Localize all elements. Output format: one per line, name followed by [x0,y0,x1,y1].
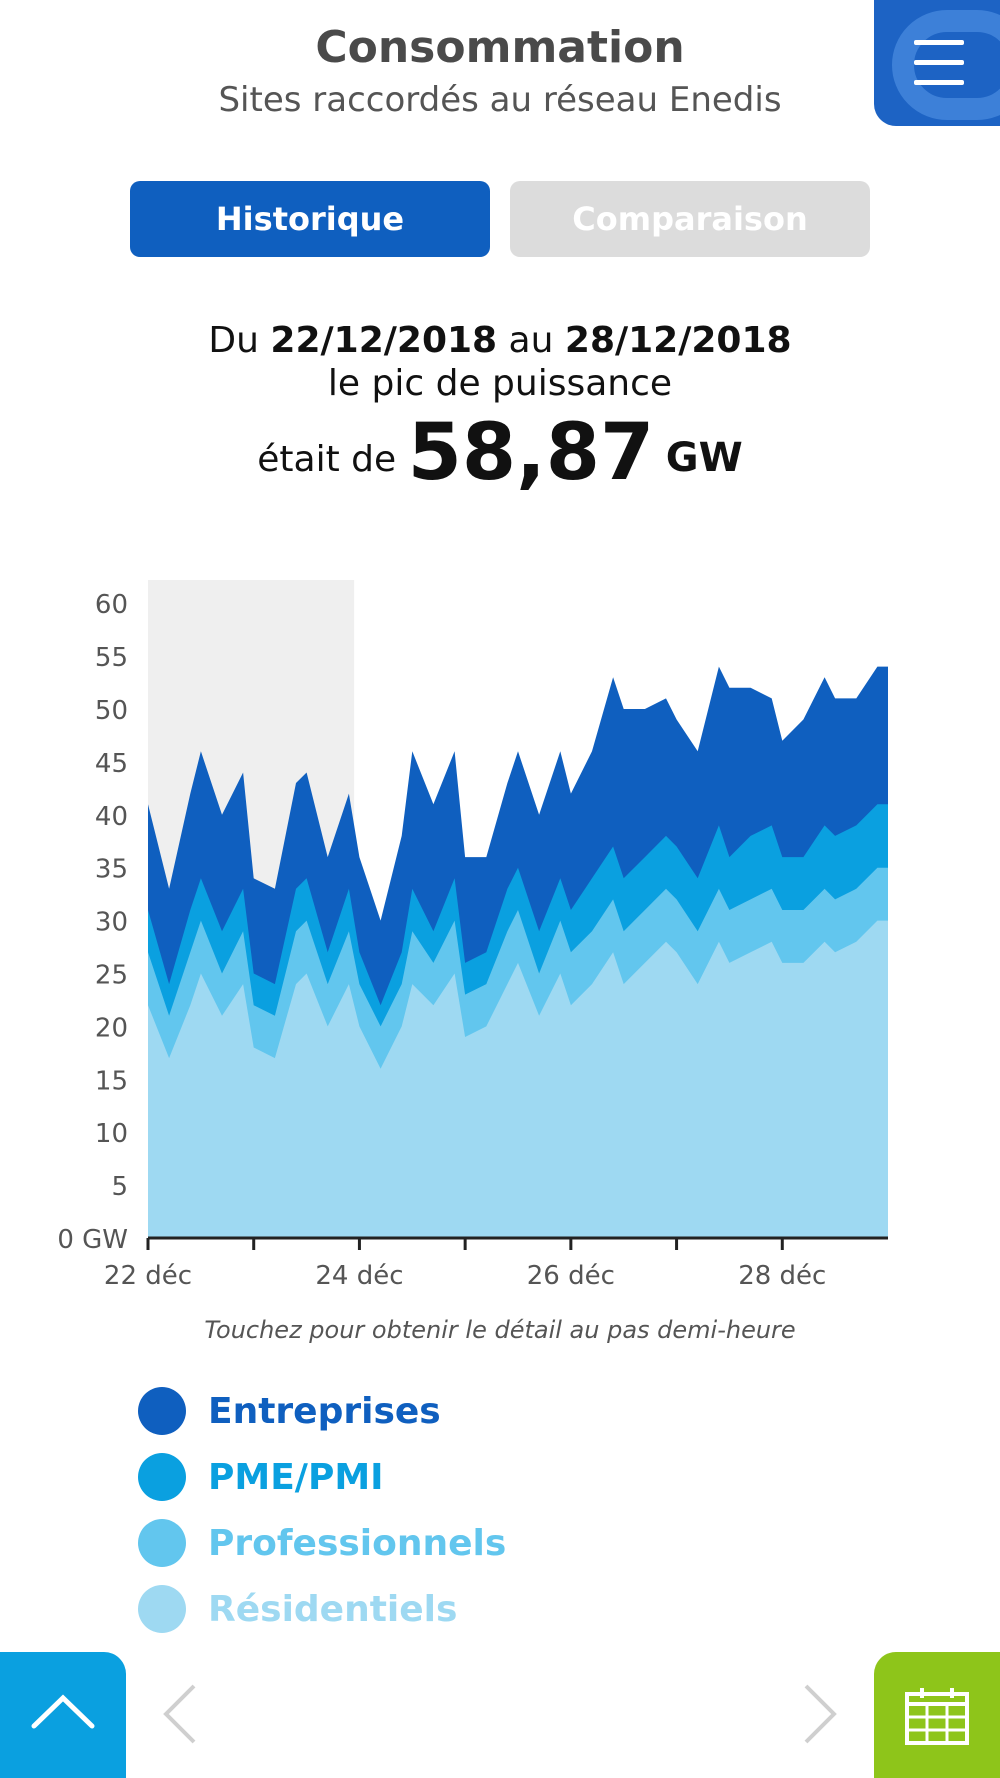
y-tick-label: 30 [95,908,128,938]
legend-label-residentiels: Résidentiels [208,1588,458,1630]
y-tick-label: 35 [95,855,128,885]
peak-summary: Du 22/12/2018 au 28/12/2018 le pic de pu… [0,320,1000,498]
calendar-button[interactable] [874,1652,1000,1778]
x-tick-label: 22 déc [104,1261,192,1291]
chart-legend: Entreprises PME/PMI Professionnels Résid… [138,1378,506,1642]
y-tick-label: 15 [95,1066,128,1096]
series-area-r-sidentiels [148,920,888,1238]
tab-historique[interactable]: Historique [130,181,490,257]
date-start: 22/12/2018 [270,320,498,361]
x-tick-label: 26 déc [527,1261,615,1291]
legend-entreprises[interactable]: Entreprises [138,1378,506,1444]
y-tick-label: 50 [95,696,128,726]
peak-prefix: était de [257,439,397,480]
legend-dot-professionnels [138,1519,186,1567]
menu-button[interactable] [874,0,1000,126]
legend-dot-pme-pmi [138,1453,186,1501]
scroll-up-button[interactable] [0,1652,126,1778]
y-tick-label: 10 [95,1119,128,1149]
x-tick-label: 28 déc [738,1261,826,1291]
calendar-icon [905,1688,969,1745]
chevron-right-icon [804,1684,837,1744]
y-tick-label: 55 [95,643,128,673]
peak-line: était de 58,87 GW [0,408,1000,498]
previous-week-button[interactable] [160,1682,200,1750]
legend-label-entreprises: Entreprises [208,1390,441,1432]
peak-value: 58,87 [407,408,655,498]
next-week-button[interactable] [800,1682,840,1750]
legend-dot-entreprises [138,1387,186,1435]
y-tick-label: 0 GW [57,1225,128,1255]
y-tick-label: 45 [95,749,128,779]
legend-label-pme-pmi: PME/PMI [208,1456,384,1498]
page-title: Consommation [315,22,685,73]
y-tick-label: 5 [111,1172,128,1202]
chevron-left-icon [163,1684,196,1744]
hamburger-icon [914,40,964,86]
y-tick-label: 40 [95,802,128,832]
peak-label: le pic de puissance [327,363,673,404]
legend-residentiels[interactable]: Résidentiels [138,1576,506,1642]
date-prefix: Du [208,320,259,361]
chart-hint: Touchez pour obtenir le détail au pas de… [204,1316,796,1344]
tab-comparaison[interactable]: Comparaison [510,181,870,257]
header: Consommation Sites raccordés au réseau E… [0,0,1000,150]
peak-unit: GW [665,435,743,481]
y-tick-label: 60 [95,590,128,620]
legend-dot-residentiels [138,1585,186,1633]
date-end: 28/12/2018 [564,320,792,361]
legend-pme-pmi[interactable]: PME/PMI [138,1444,506,1510]
legend-label-professionnels: Professionnels [208,1522,507,1564]
consumption-chart[interactable]: 0 GW 5 10 15 20 25 30 35 40 45 50 55 60 22 déc 24 déc 2… [0,560,1000,1320]
y-tick-label: 25 [95,960,128,990]
date-range: Du 22/12/2018 au 28/12/2018 [0,320,1000,361]
legend-professionnels[interactable]: Professionnels [138,1510,506,1576]
chevron-up-icon [31,1694,95,1729]
x-tick-label: 24 déc [315,1261,403,1291]
page-subtitle: Sites raccordés au réseau Enedis [218,80,782,120]
footer-bar [0,1652,1000,1778]
view-tabs: Historique Comparaison [130,181,870,257]
date-mid: au [508,320,554,361]
y-tick-label: 20 [95,1013,128,1043]
